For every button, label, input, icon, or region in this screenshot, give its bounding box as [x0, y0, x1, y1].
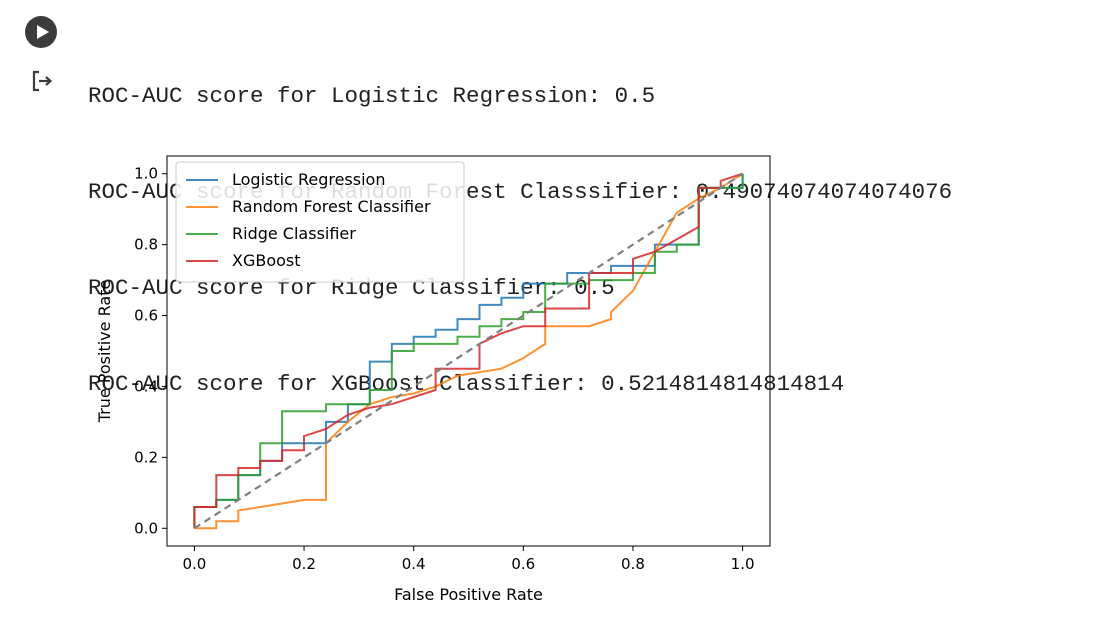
x-tick-label: 0.8	[621, 555, 645, 573]
x-tick-label: 1.0	[731, 555, 755, 573]
y-tick-label: 0.6	[134, 307, 158, 325]
output-line: ROC-AUC score for Logistic Regression: 0…	[88, 83, 656, 109]
y-axis-label: True Positive Rate	[95, 280, 114, 424]
run-cell-button[interactable]	[25, 16, 57, 48]
x-tick-label: 0.6	[511, 555, 535, 573]
legend-label: Logistic Regression	[232, 170, 385, 189]
plot-frame	[166, 155, 771, 547]
series-line	[194, 172, 744, 530]
series-line	[193, 172, 743, 529]
x-tick-label: 0.2	[292, 555, 316, 573]
y-tick-label: 0.8	[134, 236, 158, 254]
chance-diagonal-line	[193, 172, 744, 530]
legend-label: XGBoost	[232, 251, 301, 270]
y-tick-label: 0.2	[134, 448, 158, 466]
legend-label: Ridge Classifier	[232, 224, 356, 243]
legend-box	[175, 161, 465, 283]
y-tick-label: 0.0	[134, 519, 158, 537]
y-tick-label: 0.4	[134, 377, 158, 395]
roc-plot: 0.0 0.2 0.4 0.6 0.8 1.0 0.0 0.2 0.4 0.6 0.8 1.0 Fals…	[90, 148, 790, 622]
roc-chart-svg: 0.0 0.2 0.4 0.6 0.8 1.0 0.0 0.2 0.4 0.6 0.8 1.0 Fals…	[95, 155, 771, 604]
x-tick-label: 0.4	[402, 555, 426, 573]
legend-label: Random Forest Classifier	[232, 197, 431, 216]
x-axis-label: False Positive Rate	[394, 585, 543, 604]
y-tick-label: 1.0	[134, 165, 158, 183]
output-line: ROC-AUC score for XGBoost Classifier: 0.…	[88, 371, 845, 397]
play-icon	[37, 25, 49, 39]
output-redirect-icon	[32, 70, 53, 92]
series-line	[193, 173, 744, 529]
x-tick-label: 0.0	[182, 555, 206, 573]
